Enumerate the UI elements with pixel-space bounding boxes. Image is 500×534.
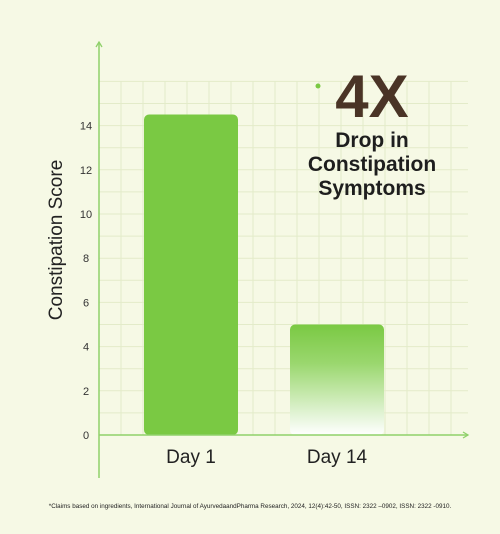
axes [95, 40, 470, 478]
y-tick-label: 4 [83, 342, 89, 354]
y-tick-labels: 0 2 4 6 8 10 12 14 [80, 121, 92, 442]
y-tick-label: 2 [83, 386, 89, 398]
y-tick-label: 12 [80, 165, 92, 177]
headline-line-2: Constipation [308, 153, 436, 176]
bullet-dot [315, 83, 321, 89]
y-tick-label: 10 [80, 209, 92, 221]
y-tick-label: 0 [83, 430, 89, 442]
bar-day-14 [290, 324, 384, 435]
footnote: *Claims based on ingredients, Internatio… [48, 503, 452, 510]
bar-day-1 [144, 114, 238, 436]
bars [144, 114, 384, 436]
y-axis-arrow [95, 40, 103, 48]
x-category-labels: Day 1 Day 14 [166, 447, 367, 468]
x-category-label: Day 14 [307, 447, 368, 468]
x-axis-arrow [462, 431, 470, 439]
y-tick-label: 14 [80, 121, 92, 133]
y-tick-label: 6 [83, 297, 89, 309]
headline-line-3: Symptoms [318, 177, 425, 200]
headline-multiplier: 4X [335, 63, 408, 130]
y-axis-label: Constipation Score [46, 160, 67, 321]
headline-line-1: Drop in [335, 129, 409, 152]
headline: 4X Drop in Constipation Symptoms [308, 63, 436, 200]
x-category-label: Day 1 [166, 447, 216, 468]
y-tick-label: 8 [83, 253, 89, 265]
